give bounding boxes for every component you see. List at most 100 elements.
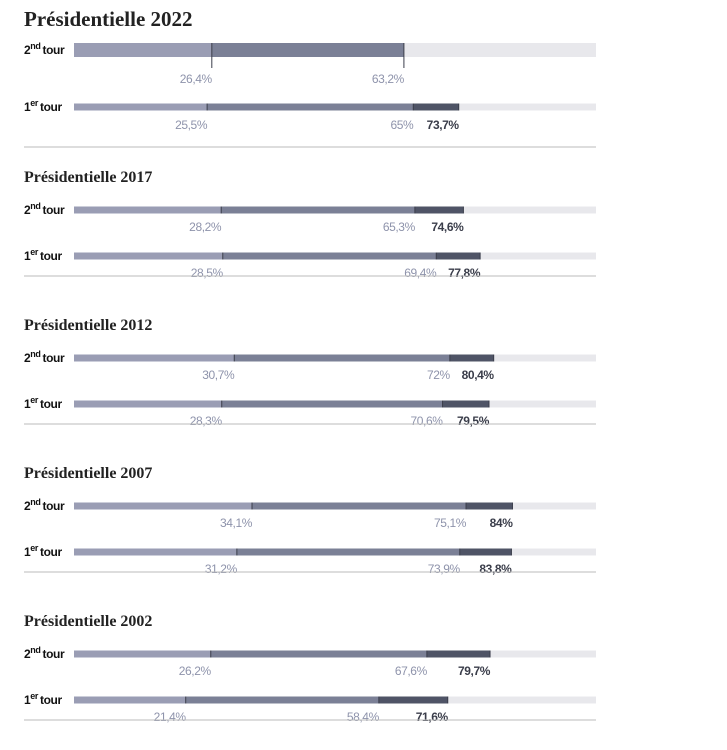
bar-segment bbox=[466, 502, 513, 510]
value-label: 67,6% bbox=[395, 664, 428, 678]
row-label-number: 2 bbox=[24, 351, 31, 365]
bar-segment bbox=[74, 502, 253, 510]
bar-segment bbox=[210, 650, 427, 658]
row-label: 2nd tour bbox=[24, 201, 65, 217]
value-label: 73,9% bbox=[428, 562, 461, 576]
bar-segment bbox=[449, 354, 494, 362]
value-label: 65,3% bbox=[383, 220, 416, 234]
bar-segment bbox=[185, 696, 379, 704]
bar-segment bbox=[221, 206, 415, 214]
row-label-sup: er bbox=[30, 98, 39, 108]
value-label: 79,5% bbox=[457, 414, 490, 428]
bar-segment bbox=[74, 548, 237, 556]
value-label: 28,5% bbox=[191, 266, 224, 280]
row-label: 1er tour bbox=[24, 691, 62, 707]
value-label: 28,3% bbox=[190, 414, 223, 428]
row-label-sup: nd bbox=[30, 41, 40, 51]
bar-segment bbox=[436, 252, 481, 260]
row-label: 1er tour bbox=[24, 395, 62, 411]
row-label: 2nd tour bbox=[24, 497, 65, 513]
bar-segment bbox=[74, 206, 222, 214]
value-label: 84% bbox=[490, 516, 514, 530]
row-label-number: 2 bbox=[24, 499, 31, 513]
row-label-number: 2 bbox=[24, 647, 31, 661]
bar-segment bbox=[74, 354, 235, 362]
value-label: 65% bbox=[390, 118, 414, 132]
row-label-sup: nd bbox=[30, 201, 40, 211]
row-label-number: 2 bbox=[24, 203, 31, 217]
value-label: 72% bbox=[427, 368, 451, 382]
row-label-word: tour bbox=[42, 647, 64, 661]
value-label: 63,2% bbox=[372, 72, 405, 86]
bar-segment bbox=[207, 103, 414, 111]
row-label: 1er tour bbox=[24, 247, 62, 263]
bar-segment bbox=[378, 696, 448, 704]
row-label: 1er tour bbox=[24, 98, 62, 114]
bar-segment bbox=[236, 548, 460, 556]
section-title: Présidentielle 2017 bbox=[24, 169, 152, 186]
section-title: Présidentielle 2022 bbox=[24, 7, 193, 31]
value-label: 26,4% bbox=[180, 72, 213, 86]
bar-segment bbox=[234, 354, 450, 362]
row-label-number: 1 bbox=[24, 100, 31, 114]
row-label-number: 1 bbox=[24, 545, 31, 559]
bar-segment bbox=[459, 548, 512, 556]
value-label: 71,6% bbox=[416, 710, 449, 724]
bar-segment bbox=[74, 103, 208, 111]
row-label-sup: nd bbox=[30, 497, 40, 507]
value-label: 34,1% bbox=[220, 516, 253, 530]
section-title: Présidentielle 2007 bbox=[24, 465, 152, 482]
row-label: 2nd tour bbox=[24, 349, 65, 365]
bar-segment bbox=[74, 400, 222, 408]
row-label-word: tour bbox=[40, 545, 62, 559]
bar-segment bbox=[442, 400, 489, 408]
bar-segment bbox=[74, 696, 186, 704]
bar-segment bbox=[74, 252, 223, 260]
bar-segment bbox=[414, 206, 464, 214]
bar-segment bbox=[252, 502, 467, 510]
section-title: Présidentielle 2002 bbox=[24, 613, 152, 630]
row-label: 2nd tour bbox=[24, 41, 65, 57]
value-label: 83,8% bbox=[479, 562, 512, 576]
bar-segment bbox=[74, 650, 211, 658]
value-label: 21,4% bbox=[154, 710, 187, 724]
value-label: 26,2% bbox=[179, 664, 212, 678]
row-label-number: 2 bbox=[24, 43, 31, 57]
row-label-sup: er bbox=[30, 543, 39, 553]
bar-segment bbox=[426, 650, 491, 658]
row-label-word: tour bbox=[40, 397, 62, 411]
row-label-number: 1 bbox=[24, 397, 31, 411]
row-label-sup: er bbox=[30, 691, 39, 701]
row-label-sup: er bbox=[30, 247, 39, 257]
row-label-word: tour bbox=[40, 249, 62, 263]
value-label: 79,7% bbox=[458, 664, 491, 678]
row-label: 1er tour bbox=[24, 543, 62, 559]
row-label-number: 1 bbox=[24, 693, 31, 707]
value-label: 28,2% bbox=[189, 220, 222, 234]
bar-segment bbox=[74, 43, 212, 57]
value-label: 77,8% bbox=[448, 266, 481, 280]
bar-segment bbox=[222, 252, 437, 260]
row-label-word: tour bbox=[40, 100, 62, 114]
row-label-number: 1 bbox=[24, 249, 31, 263]
value-label: 30,7% bbox=[202, 368, 235, 382]
row-label-word: tour bbox=[42, 499, 64, 513]
row-label-word: tour bbox=[42, 351, 64, 365]
row-label-word: tour bbox=[40, 693, 62, 707]
row-label-sup: er bbox=[30, 395, 39, 405]
value-label: 70,6% bbox=[411, 414, 444, 428]
row-label-sup: nd bbox=[30, 349, 40, 359]
row-label-word: tour bbox=[42, 43, 64, 57]
value-label: 58,4% bbox=[347, 710, 380, 724]
value-label: 74,6% bbox=[431, 220, 464, 234]
section-title: Présidentielle 2012 bbox=[24, 317, 152, 334]
row-label: 2nd tour bbox=[24, 645, 65, 661]
bar-segment bbox=[413, 103, 459, 111]
row-label-sup: nd bbox=[30, 645, 40, 655]
value-label: 80,4% bbox=[462, 368, 495, 382]
value-label: 75,1% bbox=[434, 516, 467, 530]
value-label: 31,2% bbox=[205, 562, 238, 576]
value-label: 73,7% bbox=[427, 118, 460, 132]
value-label: 69,4% bbox=[404, 266, 437, 280]
